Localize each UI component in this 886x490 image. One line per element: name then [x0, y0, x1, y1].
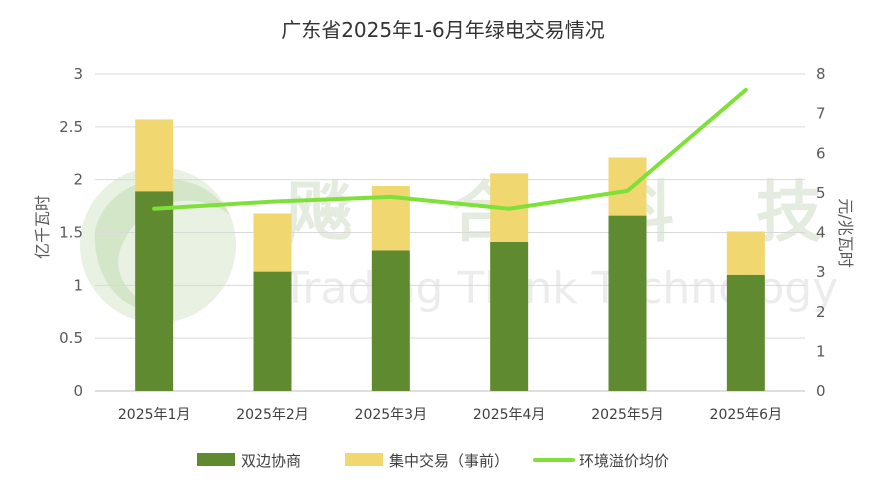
- watermark: 飚 合 科 技 Trading Think Technology: [80, 167, 838, 323]
- line-point: [152, 207, 156, 211]
- y-tick-label-left: 2: [73, 171, 83, 189]
- x-tick-label: 2025年4月: [473, 407, 546, 423]
- y-tick-label-left: 2.5: [59, 118, 83, 136]
- y-axis-label-left: 亿千瓦时: [33, 195, 52, 259]
- line-point: [271, 200, 274, 204]
- y-tick-label-right: 4: [816, 224, 826, 242]
- bar-bilateral: [490, 242, 529, 391]
- bar-bilateral: [135, 191, 174, 391]
- bar-bilateral: [371, 250, 410, 391]
- y-tick-label-right: 0: [816, 382, 826, 400]
- legend: 双边协商 集中交易（事前） 环境溢价均价: [197, 452, 669, 470]
- line-point: [507, 207, 511, 211]
- y-tick-label-left: 0.5: [59, 329, 83, 347]
- y-tick-label-right: 6: [816, 144, 826, 162]
- x-tick-label: 2025年3月: [355, 407, 428, 423]
- line-premium: [152, 87, 748, 211]
- line-series: [152, 87, 748, 211]
- bar-centralized: [135, 119, 174, 192]
- y-tick-label-left: 1.5: [59, 224, 83, 242]
- bar-bilateral: [608, 215, 647, 391]
- legend-label: 集中交易（事前）: [389, 452, 509, 470]
- y-tick-label-left: 3: [73, 65, 83, 83]
- y-tick-label-right: 5: [816, 184, 826, 202]
- watermark-cn-4: 技: [756, 174, 822, 251]
- y-tick-label-right: 8: [816, 65, 826, 83]
- y-tick-label-left: 1: [73, 276, 83, 294]
- watermark-cn-1: 飚: [286, 174, 352, 251]
- x-tick-label: 2025年6月: [710, 407, 783, 423]
- gridlines: [95, 73, 805, 392]
- x-axis: 2025年1月 2025年2月 2025年3月 2025年4月 2025年5月 2025年…: [118, 407, 782, 423]
- y-tick-label-right: 3: [816, 263, 826, 281]
- bar-centralized: [726, 231, 765, 275]
- line-point: [389, 195, 393, 199]
- line-point: [626, 189, 629, 193]
- y-tick-label-right: 7: [816, 105, 826, 123]
- chart-title: 广东省2025年1-6月年绿电交易情况: [281, 18, 605, 42]
- x-tick-label: 2025年2月: [236, 407, 309, 423]
- bar-bilateral: [253, 271, 292, 391]
- y-tick-label-left: 0: [73, 382, 83, 400]
- bars: [135, 119, 765, 391]
- legend-swatch-bilateral: [197, 453, 235, 466]
- bar-bilateral: [726, 274, 765, 391]
- bar-centralized: [608, 157, 647, 216]
- y-axis-right: 0 1 2 3 4 5 6 7 8: [816, 65, 826, 400]
- y-tick-label-right: 1: [816, 342, 826, 360]
- y-axis-label-right: 元/兆瓦时: [836, 198, 855, 267]
- legend-label: 环境溢价均价: [579, 452, 669, 470]
- line-point: [744, 88, 748, 92]
- y-tick-label-right: 2: [816, 303, 826, 321]
- legend-swatch-centralized: [345, 453, 383, 466]
- x-tick-label: 2025年5月: [591, 407, 664, 423]
- y-axis-left: 0 0.5 1 1.5 2 2.5 3: [59, 65, 83, 400]
- x-tick-label: 2025年1月: [118, 407, 191, 423]
- legend-label: 双边协商: [241, 452, 301, 470]
- bar-centralized: [253, 213, 292, 272]
